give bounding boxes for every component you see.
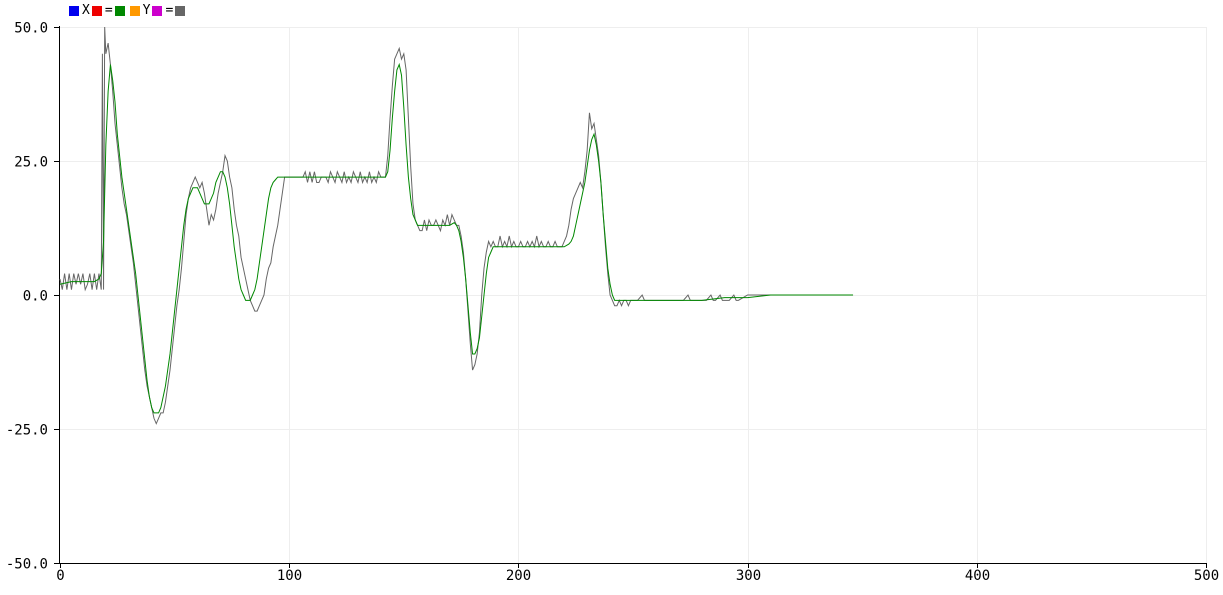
legend-label-1: = bbox=[104, 3, 113, 18]
y-tick-label-0: 50.0 bbox=[14, 21, 48, 37]
legend-swatch-4[interactable] bbox=[152, 6, 163, 16]
x-tick-label-0: 0 bbox=[56, 568, 64, 584]
y-tick-label-3: -25.0 bbox=[6, 423, 48, 439]
legend-label-3: Y bbox=[142, 3, 151, 18]
x-tick-label-1: 100 bbox=[277, 568, 302, 584]
y-tick-label-4: -50.0 bbox=[6, 557, 48, 573]
tick-marks bbox=[54, 27, 1207, 568]
x-tick-label-3: 300 bbox=[736, 568, 761, 584]
series-line-1 bbox=[59, 62, 854, 414]
legend-swatch-1[interactable] bbox=[91, 6, 102, 16]
legend-swatch-5[interactable] bbox=[175, 6, 186, 16]
y-tick-label-1: 25.0 bbox=[14, 155, 48, 171]
legend-swatch-2[interactable] bbox=[114, 6, 125, 16]
legend: X = Y = bbox=[68, 3, 189, 19]
legend-swatch-0[interactable] bbox=[69, 6, 79, 16]
legend-swatch-3[interactable] bbox=[129, 6, 140, 16]
data-series bbox=[59, 26, 854, 425]
x-tick-label-5: 500 bbox=[1194, 568, 1219, 584]
grid-lines bbox=[60, 27, 1207, 563]
tick-labels: 0 100 200 300 400 500 50.0 25.0 0.0 -25.0 -50.0 bbox=[6, 21, 1219, 585]
x-tick-label-2: 200 bbox=[506, 568, 531, 584]
legend-label-4: = bbox=[165, 3, 174, 18]
y-tick-label-2: 0.0 bbox=[23, 289, 48, 305]
x-tick-label-4: 400 bbox=[965, 568, 990, 584]
legend-label-0: X bbox=[82, 3, 90, 18]
